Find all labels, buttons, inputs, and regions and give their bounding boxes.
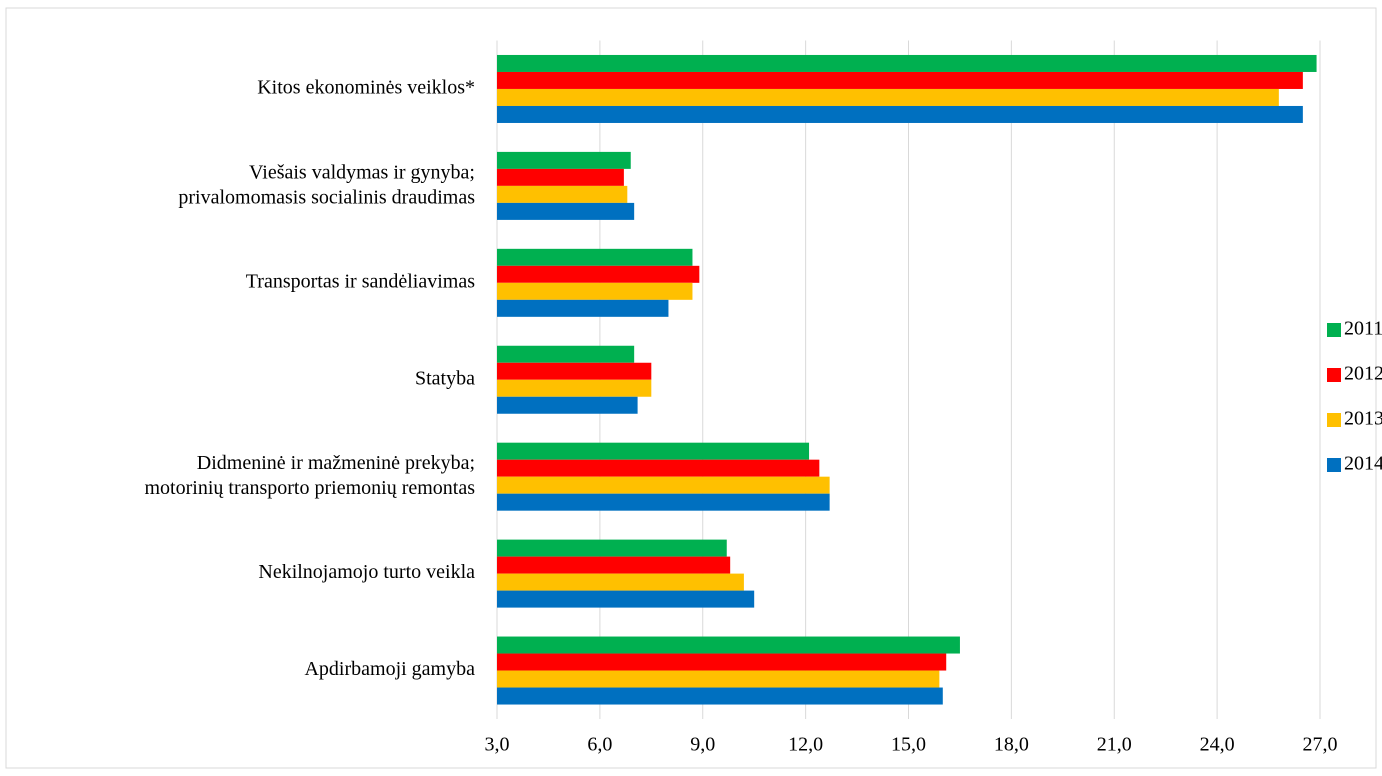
bar bbox=[497, 396, 638, 414]
bar bbox=[497, 636, 960, 654]
bar bbox=[497, 299, 669, 317]
legend-label: 2014 bbox=[1344, 453, 1382, 475]
x-tick-label: 27,0 bbox=[1303, 734, 1338, 756]
legend-label: 2012 bbox=[1344, 363, 1382, 385]
bar bbox=[497, 265, 700, 283]
x-tick-label: 18,0 bbox=[994, 734, 1029, 756]
x-tick-label: 6,0 bbox=[587, 734, 612, 756]
bar bbox=[497, 687, 943, 705]
x-tick-label: 15,0 bbox=[891, 734, 926, 756]
legend-label: 2011 bbox=[1344, 318, 1382, 340]
x-tick-label: 9,0 bbox=[690, 734, 715, 756]
y-tick-label: Kitos ekonominės veiklos* bbox=[257, 77, 475, 99]
bar bbox=[497, 573, 744, 591]
y-tick-label: Transportas ir sandėliavimas bbox=[246, 270, 475, 292]
bar bbox=[497, 459, 820, 477]
bar bbox=[497, 345, 635, 363]
bar bbox=[497, 248, 693, 266]
y-tick-label: Nekilnojamojo turto veikla bbox=[258, 561, 475, 583]
bar bbox=[497, 105, 1303, 123]
y-tick-label: Statyba bbox=[415, 367, 475, 389]
bar bbox=[497, 362, 652, 380]
bar bbox=[497, 493, 830, 511]
y-tick-label: Apdirbamoji gamyba bbox=[304, 658, 475, 680]
bar bbox=[497, 379, 652, 397]
bar bbox=[497, 185, 628, 203]
bar bbox=[497, 442, 810, 460]
x-tick-label: 3,0 bbox=[485, 734, 510, 756]
bar bbox=[497, 282, 693, 300]
bar bbox=[497, 202, 635, 220]
bar bbox=[497, 670, 940, 688]
legend-swatch bbox=[1327, 458, 1341, 472]
x-tick-label: 21,0 bbox=[1097, 734, 1132, 756]
bar bbox=[497, 54, 1317, 72]
x-tick-label: 24,0 bbox=[1200, 734, 1235, 756]
bar bbox=[497, 71, 1303, 89]
y-tick-label: Didmeninė ir mažmeninė prekyba; motorinių… bbox=[145, 452, 476, 499]
legend-label: 2013 bbox=[1344, 408, 1382, 430]
bar bbox=[497, 556, 731, 574]
bar bbox=[497, 476, 830, 494]
legend-swatch bbox=[1327, 368, 1341, 382]
bar bbox=[497, 88, 1279, 106]
x-tick-label: 12,0 bbox=[788, 734, 823, 756]
bar bbox=[497, 539, 727, 557]
bar bbox=[497, 151, 631, 169]
bar bbox=[497, 653, 947, 671]
legend-swatch bbox=[1327, 323, 1341, 337]
legend-swatch bbox=[1327, 413, 1341, 427]
y-tick-label: Viešais valdymas ir gynyba; privalomomasi… bbox=[178, 161, 475, 208]
bar bbox=[497, 168, 624, 186]
bar bbox=[497, 590, 755, 608]
